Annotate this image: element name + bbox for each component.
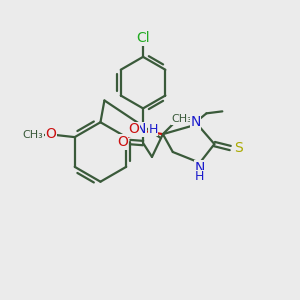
Text: O: O	[46, 127, 56, 141]
Text: H: H	[148, 123, 158, 136]
Text: Cl: Cl	[136, 31, 150, 45]
Text: N: N	[194, 161, 205, 175]
Text: CH₃: CH₃	[23, 130, 44, 140]
Text: N: N	[136, 122, 146, 136]
Text: CH₃: CH₃	[171, 114, 192, 124]
Text: O: O	[129, 122, 140, 136]
Text: N: N	[190, 115, 201, 129]
Text: H: H	[195, 170, 204, 183]
Text: O: O	[117, 135, 128, 149]
Text: S: S	[234, 141, 243, 155]
